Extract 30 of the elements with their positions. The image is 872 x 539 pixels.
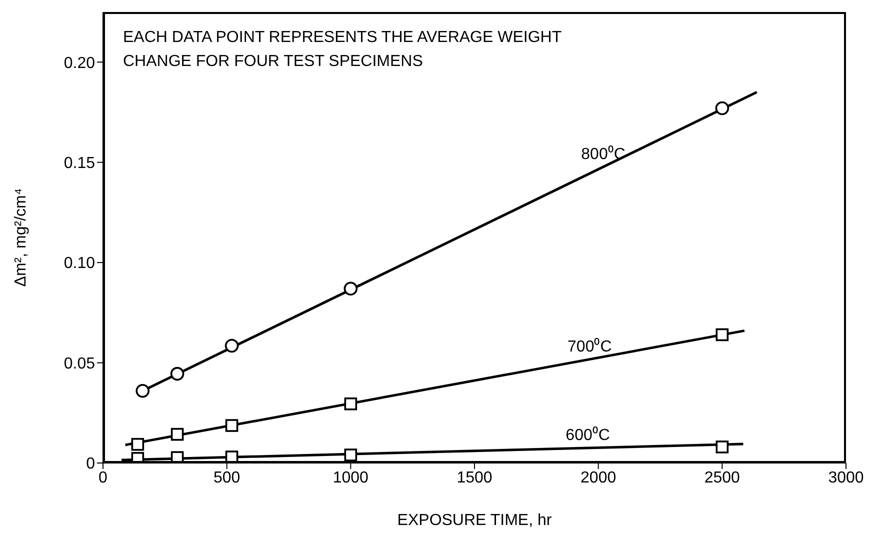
point: [170, 428, 184, 441]
series-label: 600⁰C: [566, 426, 610, 444]
x-tick-label: 1500: [456, 469, 492, 486]
point: [131, 438, 144, 451]
y-tick-label: 0: [86, 456, 96, 473]
x-axis-title: EXPOSURE TIME, hr: [397, 512, 552, 529]
y-tick-label: 0.10: [64, 255, 96, 272]
x-tick-label: 1000: [332, 469, 369, 486]
x-tick-label: 500: [213, 469, 240, 486]
point: [136, 384, 150, 398]
x-tick-label: 0: [98, 469, 108, 486]
series-label: 700⁰C: [568, 337, 612, 356]
x-tick-label: 2500: [704, 469, 740, 486]
y-tick-label: 0.05: [64, 355, 96, 372]
x-tick-label: 2000: [580, 469, 616, 486]
point: [344, 282, 358, 296]
point: [716, 440, 729, 454]
point: [344, 397, 358, 410]
y-axis-title: Δm², mg²/cm⁴: [12, 188, 30, 287]
point: [225, 419, 238, 432]
point: [224, 338, 239, 353]
y-tick-label: 0.15: [64, 155, 96, 172]
point: [170, 366, 184, 381]
x-tick-label: 3000: [828, 469, 864, 486]
point: [344, 448, 358, 462]
y-tick-label: 0.20: [64, 54, 96, 72]
series-label: 800⁰C: [581, 144, 626, 163]
annotation: EACH DATA POINT REPRESENTS THE AVERAGE WEIGHT CHANGE FOR FOUR TEST SPECIMENS: [123, 28, 562, 72]
point: [716, 328, 729, 342]
point: [715, 101, 730, 116]
